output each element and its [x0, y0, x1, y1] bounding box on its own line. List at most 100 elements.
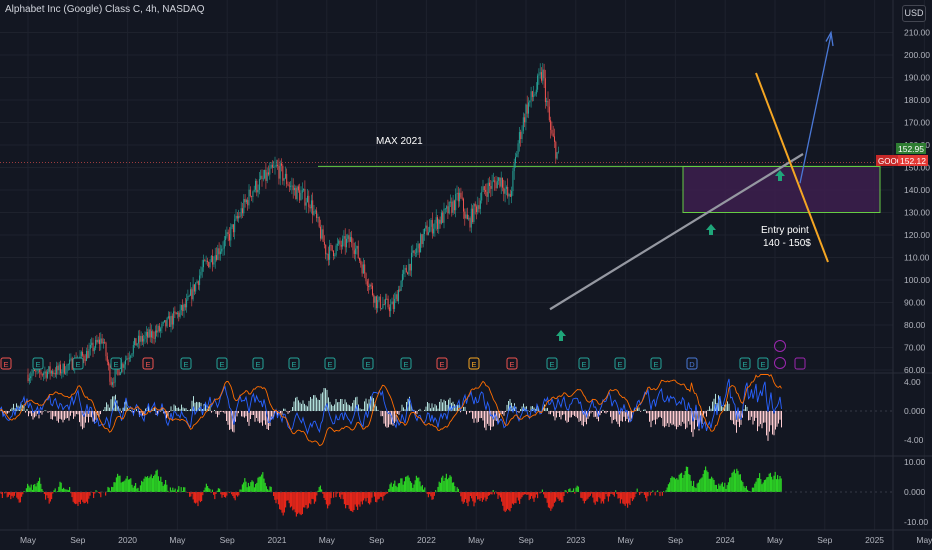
- candle-body: [206, 260, 208, 263]
- candle-body: [535, 89, 537, 94]
- candle-body: [262, 178, 264, 180]
- event-marker-box: [686, 357, 698, 370]
- candle-body: [550, 120, 552, 130]
- candle-body: [258, 178, 260, 190]
- candle-body: [301, 190, 303, 193]
- event-marker: E: [110, 357, 122, 370]
- candle-body: [105, 342, 107, 357]
- candle-body: [491, 181, 493, 189]
- candle-body: [417, 243, 419, 249]
- candle-body: [308, 195, 310, 207]
- candle-body: [101, 338, 103, 344]
- candle-body: [204, 260, 206, 262]
- candle-body: [295, 188, 297, 200]
- time-tick-label: May: [319, 535, 336, 545]
- candle-body: [500, 177, 502, 187]
- candle-body: [372, 285, 373, 296]
- event-marker: E: [739, 357, 751, 370]
- event-marker-box: [546, 357, 558, 370]
- event-marker-box: [216, 357, 228, 370]
- candle-body: [469, 218, 471, 228]
- candle-body: [180, 304, 182, 311]
- candle-body: [486, 191, 488, 197]
- candle-body: [444, 208, 446, 210]
- currency-button[interactable]: USD: [902, 5, 926, 22]
- candle-body: [335, 245, 337, 255]
- candle-body: [128, 357, 130, 359]
- candle-body: [544, 78, 546, 103]
- candle-body: [547, 100, 549, 107]
- candle-body: [403, 270, 405, 275]
- candle-body: [169, 316, 171, 327]
- candle-body: [251, 196, 253, 198]
- candle-body: [190, 289, 191, 296]
- candle-body: [430, 219, 432, 227]
- candle-body: [487, 182, 489, 197]
- max-2021-label: MAX 2021: [376, 136, 423, 147]
- candle-body: [409, 264, 411, 271]
- candle-body: [43, 373, 45, 375]
- time-axis[interactable]: May Sep 2020 May Sep 2021 May Sep 2022 May Sep 2023…: [20, 535, 932, 545]
- event-marker-box: [757, 357, 769, 370]
- candle-body: [457, 192, 459, 202]
- candle-body: [222, 248, 224, 250]
- price-tick-label: 60.00: [904, 365, 926, 375]
- candle-body: [231, 224, 233, 228]
- candle-body: [260, 175, 262, 179]
- candle-body: [364, 264, 366, 274]
- symbol-badge-bg: [876, 155, 898, 166]
- candle-body: [342, 238, 344, 247]
- candle-body: [174, 311, 176, 313]
- event-marker: E: [400, 357, 412, 370]
- candle-body: [30, 376, 32, 379]
- up-arrow-icon: [775, 170, 785, 181]
- candle-body: [333, 250, 334, 256]
- candle-body: [256, 180, 258, 193]
- candle-body: [158, 325, 160, 332]
- event-marker-box: [110, 357, 122, 370]
- candle-body: [65, 372, 67, 374]
- candle-body: [468, 218, 470, 220]
- candle-body: [121, 363, 123, 373]
- price-tick-label: 150.00: [904, 163, 930, 173]
- candle-body: [201, 267, 203, 272]
- candle-body: [433, 228, 435, 234]
- event-marker-box: [288, 357, 300, 370]
- candle-body: [408, 264, 410, 275]
- candle-body: [439, 219, 441, 224]
- event-marker-box: [650, 357, 662, 370]
- event-marker: E: [362, 357, 374, 370]
- price-axis[interactable]: 210.00200.00190.00180.00170.00160.00150.…: [904, 28, 930, 528]
- candle-body: [534, 93, 536, 96]
- candle-body: [184, 304, 186, 308]
- candle-body: [305, 202, 307, 206]
- candle-body: [476, 206, 477, 213]
- candle-body: [459, 192, 461, 202]
- candle-body: [348, 235, 350, 242]
- event-marker-box: [400, 357, 412, 370]
- candle-body: [60, 364, 61, 374]
- candle-body: [186, 299, 188, 308]
- candle-body: [164, 320, 165, 322]
- event-marker: E: [72, 357, 84, 370]
- candle-body: [347, 235, 349, 239]
- candle-body: [336, 243, 338, 246]
- rising-trendline: [549, 153, 804, 311]
- last-price-badge-bg: [896, 143, 926, 154]
- candle-body: [167, 316, 169, 319]
- candle-body: [242, 208, 243, 214]
- drawing-lines: [549, 30, 834, 311]
- candle-body: [407, 272, 409, 275]
- candle-body: [481, 192, 483, 201]
- candle-body: [339, 240, 341, 246]
- candle-body: [513, 163, 515, 172]
- event-marker: E: [324, 357, 336, 370]
- candle-body: [548, 106, 550, 121]
- hist-tick-label: -10.00: [904, 517, 928, 527]
- candle-body: [275, 164, 277, 166]
- candle-body: [383, 304, 385, 305]
- time-tick-label: Sep: [518, 535, 533, 545]
- price-tick-label: 170.00: [904, 118, 930, 128]
